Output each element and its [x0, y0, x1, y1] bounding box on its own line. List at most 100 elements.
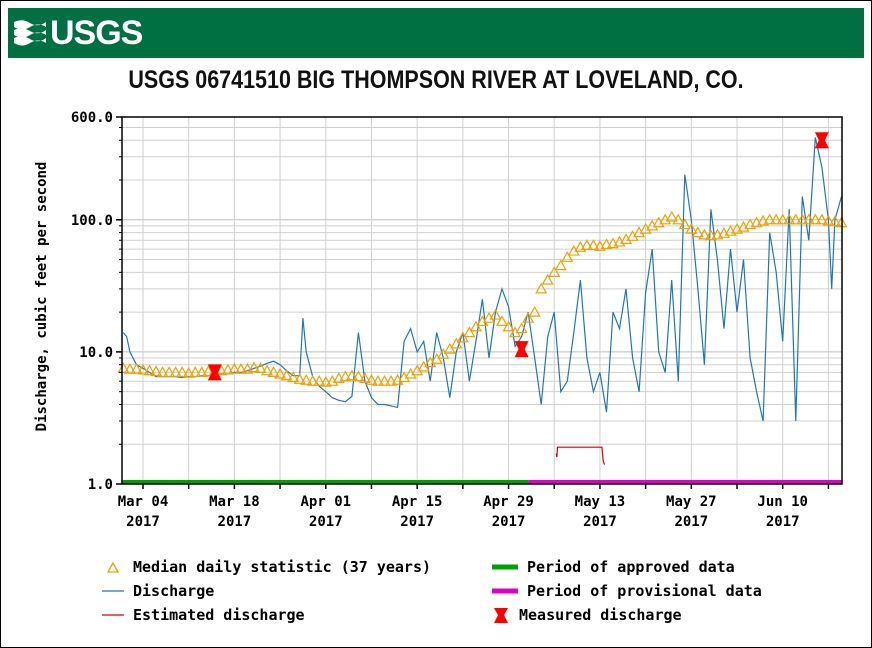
- median-point: [443, 342, 456, 354]
- x-tick-year-label: 2017: [309, 514, 343, 530]
- median-point: [496, 315, 509, 327]
- median-point: [221, 363, 234, 375]
- legend-label: Estimated discharge: [133, 606, 305, 624]
- median-point: [522, 311, 535, 323]
- x-tick-label: Mar 04: [118, 494, 169, 510]
- legend-item: Discharge: [102, 582, 214, 600]
- chart-title: USGS 06741510 BIG THOMPSON RIVER AT LOVE…: [128, 66, 744, 94]
- median-point: [280, 369, 293, 381]
- median-point: [267, 366, 280, 377]
- median-point: [822, 214, 835, 226]
- median-point: [136, 363, 150, 375]
- legend-bowtie-icon: [494, 608, 508, 623]
- median-point: [489, 308, 502, 320]
- median-point: [287, 371, 300, 383]
- y-tick-label: 1.0: [88, 477, 113, 493]
- median-point: [378, 374, 391, 386]
- legend-label: Discharge: [133, 582, 214, 600]
- median-point: [195, 366, 208, 377]
- median-point: [345, 369, 358, 381]
- median-point: [385, 374, 398, 386]
- median-point: [274, 367, 287, 379]
- median-point: [143, 364, 156, 376]
- legend-item: Measured discharge: [494, 606, 682, 624]
- median-point: [456, 331, 469, 343]
- median-point: [757, 214, 770, 226]
- legend-item: Median daily statistic (37 years): [106, 558, 431, 576]
- usgs-wave-icon: [14, 20, 46, 46]
- usgs-logo[interactable]: USGS: [12, 14, 143, 52]
- median-point: [711, 228, 724, 240]
- median-point: [502, 320, 515, 332]
- median-point: [685, 222, 698, 234]
- median-point: [313, 374, 326, 386]
- median-point: [306, 374, 319, 386]
- median-point: [535, 282, 548, 294]
- median-point: [541, 273, 554, 285]
- median-point: [365, 374, 378, 385]
- median-point: [672, 213, 685, 225]
- median-point: [254, 362, 267, 374]
- discharge-line: [122, 137, 843, 422]
- median-point: [698, 228, 711, 240]
- measured-point: [514, 341, 529, 358]
- median-point: [339, 370, 352, 382]
- usgs-banner: USGS: [8, 8, 864, 58]
- median-point: [156, 366, 169, 377]
- legend: Median daily statistic (37 years) Period …: [102, 558, 762, 624]
- median-point: [319, 375, 332, 387]
- x-tick-year-label: 2017: [218, 514, 252, 530]
- x-tick-label: May 27: [666, 494, 717, 510]
- x-tick-year-label: 2017: [766, 514, 800, 530]
- median-point: [763, 213, 776, 225]
- y-tick-label: 10.0: [79, 345, 113, 361]
- x-tick-year-label: 2017: [583, 514, 617, 530]
- median-point: [704, 229, 717, 241]
- median-point: [515, 322, 528, 334]
- median-point: [352, 370, 365, 382]
- x-tick-label: May 13: [575, 494, 626, 510]
- measured-point: [207, 364, 222, 381]
- median-point: [580, 239, 593, 250]
- median-point: [123, 362, 136, 374]
- median-point: [189, 366, 202, 377]
- median-point: [463, 326, 476, 338]
- measured-series: [207, 132, 829, 381]
- legend-label: Period of provisional data: [527, 582, 762, 600]
- y-axis-label: Discharge, cubic feet per second: [34, 162, 50, 432]
- median-point: [776, 213, 789, 225]
- median-point: [783, 213, 796, 225]
- median-point: [796, 213, 809, 225]
- median-point: [234, 362, 247, 374]
- legend-item: Period of provisional data: [492, 582, 762, 600]
- median-point: [176, 366, 189, 377]
- legend-item: Estimated discharge: [102, 606, 305, 624]
- median-point: [247, 361, 260, 373]
- y-axis: 1.0 10.0 100.0 600.0: [71, 110, 122, 493]
- x-tick-label: Apr 29: [483, 494, 534, 510]
- median-point: [182, 366, 195, 378]
- median-point: [828, 215, 841, 227]
- measured-point: [814, 132, 829, 149]
- median-point: [469, 320, 482, 332]
- median-point: [300, 374, 313, 385]
- x-tick-year-label: 2017: [126, 514, 160, 530]
- median-point: [789, 213, 802, 225]
- median-point: [770, 213, 783, 225]
- estimated-discharge-line: [555, 446, 606, 465]
- median-point: [163, 366, 176, 377]
- median-point: [665, 210, 678, 222]
- median-point: [802, 213, 815, 225]
- legend-item: Period of approved data: [492, 558, 735, 576]
- legend-triangle-icon: [106, 561, 120, 573]
- x-tick-label: Apr 01: [300, 494, 351, 510]
- median-point: [809, 213, 822, 225]
- x-tick-label: Apr 15: [392, 494, 443, 510]
- median-point: [561, 251, 574, 262]
- median-point: [150, 365, 163, 377]
- median-point: [169, 366, 182, 377]
- legend-label: Period of approved data: [527, 558, 735, 576]
- x-tick-year-label: 2017: [400, 514, 434, 530]
- median-point: [587, 239, 600, 250]
